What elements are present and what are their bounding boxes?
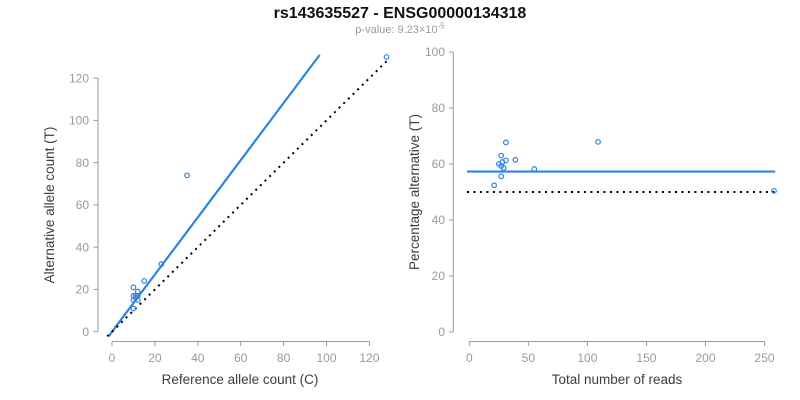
x-axis-title: Total number of reads (552, 372, 683, 387)
y-tick-label: 0 (438, 325, 445, 339)
figure: rs143635527 - ENSG00000134318 p-value: 9… (0, 0, 800, 400)
y-tick-label: 60 (76, 198, 90, 212)
data-point (185, 173, 190, 178)
data-point (504, 140, 509, 145)
data-point (142, 279, 147, 284)
scatter-plots-canvas: 0 20 40 60 80 100 120 0 20 40 60 80 100 120 Reference … (0, 0, 800, 400)
x-tick-label: 150 (636, 351, 656, 365)
x-tick-label: 250 (755, 351, 775, 365)
y-tick-label: 80 (432, 101, 446, 115)
y-tick-label: 0 (82, 325, 89, 339)
x-tick-label: 120 (359, 351, 379, 365)
data-point (596, 140, 601, 145)
x-tick-label: 80 (277, 351, 291, 365)
identity-line (107, 58, 389, 336)
fit-line (109, 55, 320, 336)
x-tick-label: 20 (148, 351, 162, 365)
x-tick-label: 60 (234, 351, 248, 365)
x-tick-label: 40 (191, 351, 205, 365)
x-tick-label: 0 (109, 351, 116, 365)
x-tick-label: 50 (522, 351, 536, 365)
y-axis-title: Alternative allele count (T) (42, 127, 57, 284)
data-point (384, 55, 389, 60)
y-tick-label: 120 (69, 71, 89, 85)
y-tick-label: 100 (69, 114, 89, 128)
right-panel: 0 50 100 150 200 250 0 20 40 60 80 100 Total number … (407, 45, 776, 387)
x-tick-label: 200 (695, 351, 715, 365)
left-panel: 0 20 40 60 80 100 120 0 20 40 60 80 100 120 Reference … (42, 55, 389, 387)
data-point (499, 174, 504, 179)
y-tick-label: 60 (432, 157, 446, 171)
y-tick-label: 40 (76, 240, 90, 254)
y-tick-label: 100 (425, 45, 445, 59)
data-point (131, 285, 136, 290)
x-axis-title: Reference allele count (C) (162, 372, 319, 387)
x-tick-label: 100 (316, 351, 336, 365)
y-tick-label: 20 (432, 269, 446, 283)
data-point (513, 158, 518, 163)
y-tick-label: 20 (76, 283, 90, 297)
y-axis-title: Percentage alternative (T) (407, 114, 422, 270)
data-point (499, 153, 504, 158)
x-tick-label: 100 (577, 351, 597, 365)
data-point (492, 183, 497, 188)
x-tick-label: 0 (466, 351, 473, 365)
y-tick-label: 80 (76, 156, 90, 170)
y-tick-label: 40 (432, 213, 446, 227)
